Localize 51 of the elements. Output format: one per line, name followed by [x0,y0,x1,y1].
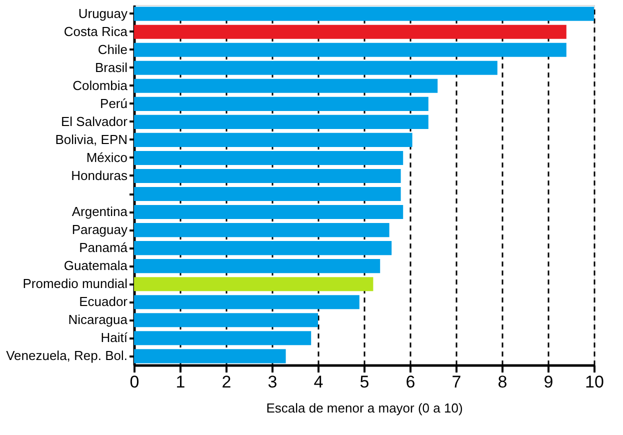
y-tick-label: Haití [100,330,128,346]
y-tick-label: Ecuador [79,294,128,310]
bar [134,186,401,202]
x-tick-label: 0 [130,372,140,392]
y-tick-label: México [86,150,128,165]
y-tick-label: Bolivia, EPN [55,132,128,147]
bar [134,150,404,165]
bar [134,331,312,346]
bar [134,205,404,220]
bar [134,96,428,111]
bar [134,241,392,256]
x-tick-label: 1 [176,372,186,392]
x-tick-label: 10 [585,372,604,392]
y-tick-label: Paraguay [72,222,128,238]
y-tick-label: Colombia [72,78,128,93]
y-tick-label: Costa Rica [64,24,128,39]
x-tick-label: 7 [452,372,462,392]
y-tick-label: Perú [100,96,128,111]
x-tick-label: 6 [406,372,416,392]
bar [134,295,360,310]
y-tick-label: Venezuela, Rep. Bol. [6,348,128,364]
bar [134,349,286,364]
y-tick-label: El Salvador [61,114,128,129]
y-tick-label: Argentina [72,204,128,220]
bar [134,313,318,328]
bar [134,24,566,39]
y-tick-label: Honduras [71,168,128,183]
bar [134,223,390,238]
bar [134,6,594,21]
bar [134,259,380,274]
y-tick-label: Uruguay [78,6,128,21]
y-tick-label: Nicaragua [68,312,128,328]
y-tick-label: Guatemala [64,258,128,274]
bar [134,60,498,75]
bar [134,114,428,129]
x-tick-label: 2 [222,372,232,392]
bar [134,42,566,57]
x-tick-label: 3 [268,372,278,392]
y-tick-label: Promedio mundial [22,276,128,292]
y-tick-label: Brasil [94,60,128,75]
bar [134,78,438,93]
bar [134,168,401,184]
bar [134,132,412,147]
x-tick-label: 4 [314,372,324,392]
x-axis-title: Escala de menor a mayor (0 a 10) [266,400,463,416]
y-tick-label: Chile [98,42,128,57]
y-tick-label: Panamá [79,240,128,256]
x-tick-label: 9 [544,372,554,392]
x-tick-label: 8 [498,372,508,392]
bar [134,277,374,292]
x-tick-label: 5 [360,372,370,392]
